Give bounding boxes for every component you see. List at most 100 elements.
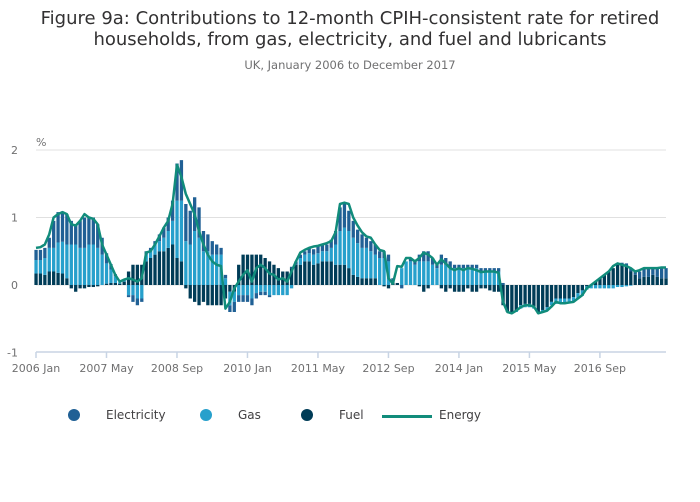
bar-gas	[483, 271, 488, 285]
bar-gas	[549, 301, 554, 306]
bar-gas	[60, 241, 65, 274]
bar-electricity	[60, 211, 65, 242]
bar-gas	[263, 285, 267, 292]
bar-gas	[351, 237, 355, 275]
bar-gas	[162, 237, 166, 252]
bar-gas	[435, 268, 439, 285]
bar-fuel	[237, 264, 241, 285]
bar-electricity	[435, 264, 439, 269]
bar-gas	[563, 298, 567, 303]
bar-electricity	[373, 244, 377, 255]
bar-gas	[611, 285, 615, 289]
bar-gas	[593, 285, 598, 289]
bar-fuel	[325, 261, 329, 285]
bar-fuel	[223, 285, 228, 299]
bar-electricity	[426, 251, 430, 262]
bar-electricity	[422, 251, 426, 262]
bar-gas	[311, 254, 316, 265]
bar-fuel	[52, 271, 56, 285]
bar-fuel	[276, 268, 281, 285]
legend-label-electricity[interactable]: Electricity	[106, 408, 166, 422]
bar-electricity	[263, 291, 267, 296]
bar-gas	[373, 254, 377, 279]
bar-electricity	[69, 220, 73, 245]
bar-electricity	[492, 268, 496, 272]
bar-gas	[576, 293, 580, 299]
bar-electricity	[303, 251, 307, 255]
bar-fuel	[470, 285, 474, 292]
bar-gas	[466, 268, 470, 285]
bar-electricity	[96, 224, 100, 248]
bar-fuel	[122, 281, 126, 285]
bar-electricity	[642, 268, 646, 277]
bar-fuel	[492, 285, 496, 292]
bar-electricity	[245, 295, 250, 302]
bar-electricity	[448, 261, 452, 269]
bar-fuel	[228, 285, 232, 292]
bar-fuel	[320, 261, 325, 285]
bar-fuel	[585, 285, 589, 287]
bar-electricity	[215, 244, 219, 255]
bar-electricity	[298, 254, 303, 258]
bar-gas	[439, 264, 444, 285]
bar-gas	[589, 285, 593, 289]
bar-gas	[87, 244, 91, 285]
bar-gas	[272, 285, 276, 296]
bar-gas	[96, 247, 100, 285]
bar-electricity	[386, 254, 391, 262]
bar-gas	[38, 260, 43, 274]
bar-gas	[417, 261, 421, 285]
bar-fuel	[426, 285, 430, 289]
bar-gas	[430, 264, 435, 285]
bar-electricity	[74, 224, 78, 245]
bar-gas	[34, 260, 38, 274]
bar-electricity	[664, 268, 668, 279]
bar-electricity	[400, 285, 404, 289]
bar-gas	[74, 244, 78, 285]
bar-gas	[382, 258, 386, 285]
legend-label-fuel[interactable]: Fuel	[339, 408, 364, 422]
bar-fuel	[109, 282, 113, 285]
bar-fuel	[184, 285, 188, 289]
bar-gas	[452, 268, 457, 285]
bar-gas	[444, 264, 448, 285]
x-tick-label: 2015 May	[502, 362, 557, 375]
bar-fuel	[457, 285, 461, 292]
bar-fuel	[620, 264, 624, 285]
bar-fuel	[373, 278, 377, 285]
bar-fuel	[395, 282, 399, 285]
bar-fuel	[82, 285, 87, 289]
bar-gas	[140, 285, 144, 299]
bar-gas	[400, 268, 404, 285]
bar-gas	[232, 291, 236, 302]
bar-electricity	[325, 244, 329, 252]
bar-fuel	[219, 285, 223, 306]
bar-gas	[254, 285, 258, 294]
bar-fuel	[148, 258, 153, 285]
bar-gas	[320, 251, 325, 262]
bar-gas	[356, 243, 360, 277]
bar-fuel	[188, 285, 192, 299]
bar-fuel	[34, 273, 38, 285]
bar-electricity	[175, 163, 179, 201]
bar-electricity	[342, 204, 347, 228]
bar-gas	[364, 247, 369, 279]
bar-gas	[479, 271, 483, 285]
bar-fuel	[166, 247, 170, 285]
bar-fuel	[289, 268, 294, 285]
bar-fuel	[496, 285, 501, 292]
legend-label-gas[interactable]: Gas	[238, 408, 261, 422]
legend-label-energy[interactable]: Energy	[439, 408, 482, 422]
bar-fuel	[615, 264, 620, 285]
bar-electricity	[655, 268, 659, 277]
bar-gas	[65, 244, 69, 279]
bar-electricity	[470, 264, 474, 269]
bar-electricity	[228, 305, 232, 312]
bar-electricity	[356, 229, 360, 244]
y-tick-label: 2	[11, 144, 18, 157]
bar-fuel	[47, 271, 51, 285]
bar-gas	[201, 251, 206, 285]
bar-fuel	[505, 285, 510, 312]
bar-gas	[215, 254, 219, 285]
bar-electricity	[56, 212, 60, 243]
